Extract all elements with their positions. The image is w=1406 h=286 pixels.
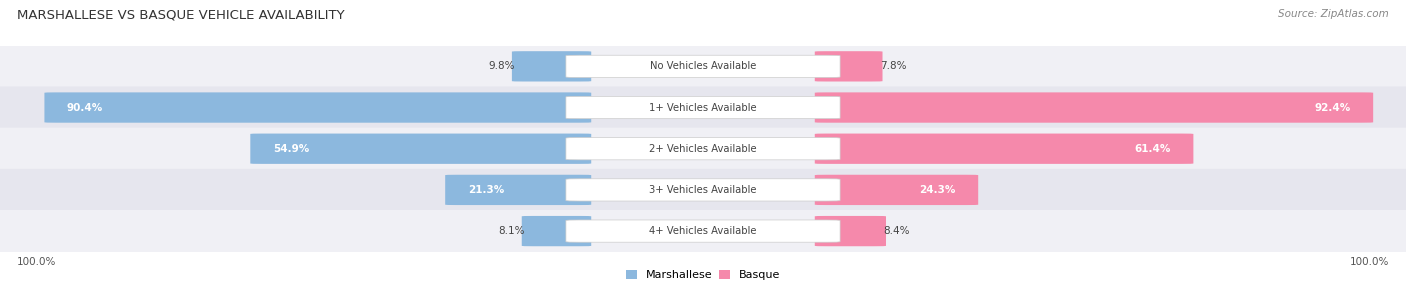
- FancyBboxPatch shape: [814, 175, 979, 205]
- Text: 100.0%: 100.0%: [1350, 257, 1389, 267]
- FancyBboxPatch shape: [565, 138, 839, 160]
- FancyBboxPatch shape: [512, 51, 591, 82]
- FancyBboxPatch shape: [565, 220, 839, 242]
- FancyBboxPatch shape: [0, 86, 1406, 129]
- FancyBboxPatch shape: [0, 45, 1406, 88]
- Text: 21.3%: 21.3%: [468, 185, 503, 195]
- FancyBboxPatch shape: [565, 55, 839, 78]
- Text: 24.3%: 24.3%: [920, 185, 956, 195]
- Text: Source: ZipAtlas.com: Source: ZipAtlas.com: [1278, 9, 1389, 19]
- FancyBboxPatch shape: [814, 134, 1194, 164]
- Text: 61.4%: 61.4%: [1135, 144, 1171, 154]
- FancyBboxPatch shape: [565, 179, 839, 201]
- Text: 1+ Vehicles Available: 1+ Vehicles Available: [650, 103, 756, 112]
- Text: 2+ Vehicles Available: 2+ Vehicles Available: [650, 144, 756, 154]
- Text: 9.8%: 9.8%: [488, 61, 515, 71]
- FancyBboxPatch shape: [45, 92, 591, 123]
- FancyBboxPatch shape: [814, 92, 1374, 123]
- FancyBboxPatch shape: [446, 175, 591, 205]
- FancyBboxPatch shape: [565, 96, 839, 119]
- Text: 8.4%: 8.4%: [883, 226, 910, 236]
- FancyBboxPatch shape: [522, 216, 591, 246]
- Text: MARSHALLESE VS BASQUE VEHICLE AVAILABILITY: MARSHALLESE VS BASQUE VEHICLE AVAILABILI…: [17, 9, 344, 21]
- Text: No Vehicles Available: No Vehicles Available: [650, 61, 756, 71]
- Text: 3+ Vehicles Available: 3+ Vehicles Available: [650, 185, 756, 195]
- FancyBboxPatch shape: [0, 128, 1406, 170]
- Text: 92.4%: 92.4%: [1315, 103, 1351, 112]
- FancyBboxPatch shape: [814, 51, 883, 82]
- Legend: Marshallese, Basque: Marshallese, Basque: [626, 270, 780, 281]
- FancyBboxPatch shape: [250, 134, 591, 164]
- Text: 54.9%: 54.9%: [273, 144, 309, 154]
- FancyBboxPatch shape: [0, 210, 1406, 252]
- Text: 100.0%: 100.0%: [17, 257, 56, 267]
- Text: 7.8%: 7.8%: [880, 61, 907, 71]
- Text: 4+ Vehicles Available: 4+ Vehicles Available: [650, 226, 756, 236]
- Text: 8.1%: 8.1%: [498, 226, 524, 236]
- FancyBboxPatch shape: [0, 169, 1406, 211]
- Text: 90.4%: 90.4%: [67, 103, 103, 112]
- FancyBboxPatch shape: [814, 216, 886, 246]
